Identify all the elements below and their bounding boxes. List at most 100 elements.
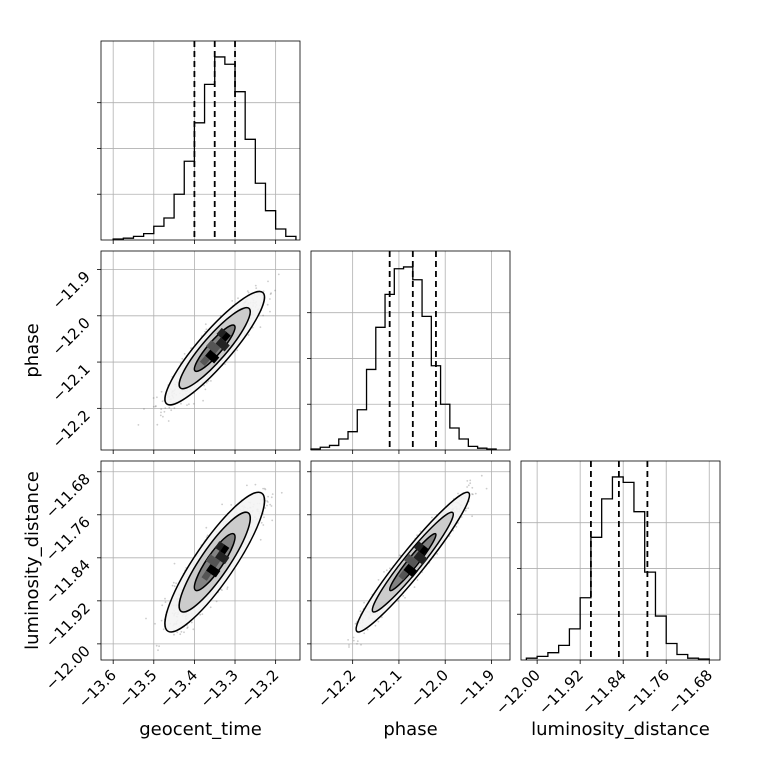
scatter-point xyxy=(154,622,156,625)
x-tick-label: −11.92 xyxy=(535,666,587,718)
scatter-point xyxy=(480,474,483,477)
scatter-point xyxy=(398,554,401,557)
scatter-point xyxy=(270,292,272,295)
x-tick-label: −13.3 xyxy=(197,666,242,711)
scatter-point xyxy=(205,381,208,384)
x-tick-label: −13.2 xyxy=(237,666,282,711)
x-tick-labels-phase: −12.2 −12.1 −12.0 −11.9 xyxy=(314,666,498,711)
x-tick-label: −12.2 xyxy=(314,666,359,711)
density-cell xyxy=(215,337,226,348)
scatter-point xyxy=(259,326,262,329)
scatter-point xyxy=(143,408,145,410)
density-cell xyxy=(414,541,425,552)
scatter-point xyxy=(190,347,193,350)
scatter-point xyxy=(260,521,263,524)
density-cell xyxy=(408,557,419,568)
scatter-point xyxy=(474,492,477,495)
scatter-point xyxy=(262,314,264,317)
scatter-point xyxy=(152,397,155,399)
scatter-point xyxy=(381,616,383,619)
scatter-point xyxy=(160,619,163,622)
histogram-panel-phase xyxy=(307,250,511,454)
scatter-point xyxy=(352,639,355,642)
y-tick-label: −12.1 xyxy=(49,360,94,405)
scatter-point xyxy=(158,645,161,648)
scatter-point xyxy=(155,644,158,647)
density-cell xyxy=(403,563,414,574)
density-cell xyxy=(206,339,217,351)
scatter-point xyxy=(277,273,280,276)
scatter-point xyxy=(204,388,207,391)
scatter-point xyxy=(206,534,209,537)
scatter-point xyxy=(274,289,276,292)
scatter-point xyxy=(397,600,400,602)
y-tick-label: −11.76 xyxy=(42,513,94,565)
scatter-point xyxy=(354,623,357,625)
scatter-point xyxy=(162,628,165,631)
x-tick-labels-geocent_time: −13.6−13.5−13.4−13.3−13.2 xyxy=(75,666,283,711)
scatter-point xyxy=(347,639,349,641)
scatter-point xyxy=(186,404,188,406)
scatter-point xyxy=(247,291,250,294)
scatter-point xyxy=(179,633,182,636)
scatter-point xyxy=(155,405,157,407)
scatter-point xyxy=(176,631,179,634)
scatter-point xyxy=(271,493,274,495)
scatter-point xyxy=(413,586,416,588)
scatter-point xyxy=(466,480,469,482)
histogram-panel-geocent_time xyxy=(97,40,301,244)
scatter-point xyxy=(164,597,166,600)
scatter-point xyxy=(264,507,267,509)
scatter-point xyxy=(383,571,385,573)
scatter-point xyxy=(267,501,269,503)
scatter-point xyxy=(236,349,239,352)
scatter-point xyxy=(224,363,226,365)
scatter-point xyxy=(175,582,178,585)
scatter-panel-geocent_time-phase xyxy=(97,250,301,454)
scatter-point xyxy=(471,515,473,518)
panel-frame xyxy=(100,250,301,451)
scatter-point xyxy=(436,553,439,555)
scatter-point xyxy=(416,579,419,581)
scatter-point xyxy=(348,644,350,646)
scatter-point xyxy=(173,585,176,588)
scatter-point xyxy=(377,620,380,623)
scatter-point xyxy=(460,516,463,518)
scatter-point xyxy=(352,636,355,639)
scatter-point xyxy=(237,297,239,300)
scatter-point xyxy=(266,500,268,502)
density-cell xyxy=(205,554,216,565)
y-tick-label: −11.68 xyxy=(42,470,94,522)
scatter-point xyxy=(262,290,265,293)
scatter-point xyxy=(247,334,250,336)
scatter-point xyxy=(467,507,470,509)
scatter-point xyxy=(469,479,472,482)
scatter-point xyxy=(160,390,163,393)
x-axis-label-luminosity_distance: luminosity_distance xyxy=(531,719,710,740)
scatter-point xyxy=(180,402,182,405)
density-core xyxy=(199,327,231,366)
x-axis-label-geocent_time: geocent_time xyxy=(139,719,262,740)
histogram-panel-luminosity_distance xyxy=(517,460,721,664)
scatter-point xyxy=(137,424,140,426)
scatter-point xyxy=(263,487,266,490)
scatter-point xyxy=(181,357,184,360)
scatter-point xyxy=(472,493,474,496)
scatter-point xyxy=(160,408,163,411)
scatter-point xyxy=(259,538,262,541)
density-cell xyxy=(201,570,212,581)
scatter-point xyxy=(159,414,162,417)
scatter-point xyxy=(471,493,473,495)
scatter-point xyxy=(269,310,271,313)
scatter-point xyxy=(457,492,459,495)
scatter-point xyxy=(262,487,264,490)
scatter-point xyxy=(215,600,218,603)
scatter-point xyxy=(164,601,167,603)
x-tick-label: −13.5 xyxy=(115,666,160,711)
scatter-point xyxy=(161,604,164,607)
scatter-point xyxy=(203,384,206,387)
scatter-point xyxy=(469,482,472,485)
scatter-point xyxy=(267,495,269,498)
x-tick-label: −11.84 xyxy=(578,666,630,718)
scatter-point xyxy=(145,617,147,620)
